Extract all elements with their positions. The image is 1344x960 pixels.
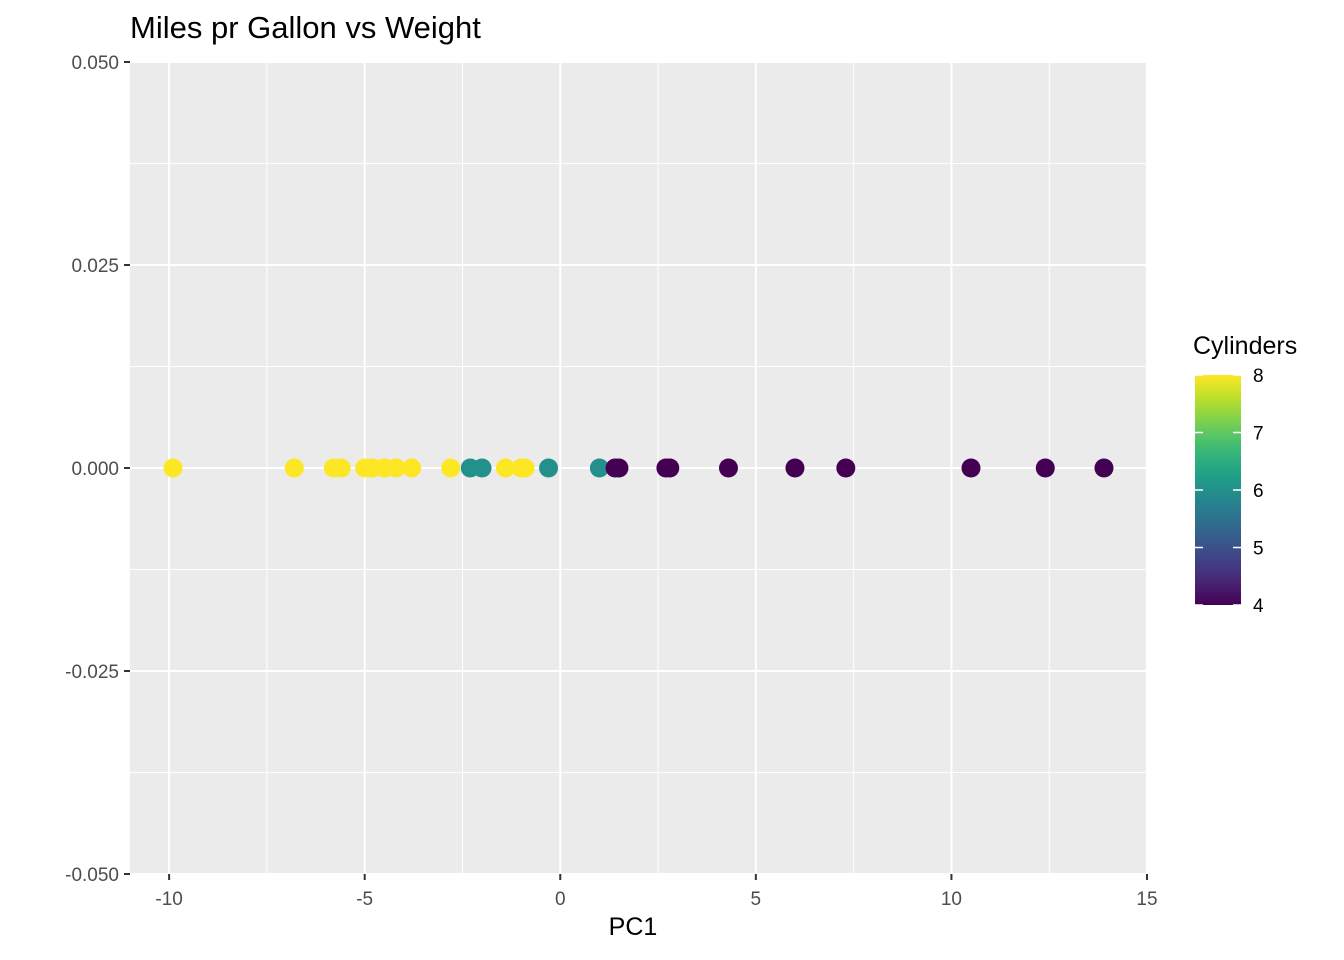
data-point (785, 458, 805, 478)
chart-title: Miles pr Gallon vs Weight (130, 10, 481, 45)
data-point (961, 458, 981, 478)
x-tick-label: 15 (1136, 889, 1157, 910)
data-point (402, 458, 422, 478)
data-point (660, 458, 680, 478)
legend-title: Cylinders (1193, 332, 1298, 360)
data-point (539, 458, 559, 478)
data-point (589, 458, 609, 478)
data-point (331, 458, 351, 478)
data-point (496, 458, 516, 478)
data-point (609, 458, 629, 478)
x-tick-label: -5 (356, 889, 373, 910)
x-tick-label: 5 (751, 889, 762, 910)
x-tick-label: 10 (941, 889, 962, 910)
data-point (284, 458, 304, 478)
x-tick-label: 0 (555, 889, 566, 910)
x-axis-title: PC1 (608, 913, 658, 941)
data-point (836, 458, 856, 478)
data-point (163, 458, 183, 478)
data-point (386, 458, 406, 478)
y-tick-label: 0.025 (71, 256, 119, 277)
data-point (1094, 458, 1114, 478)
y-tick-label: -0.050 (65, 865, 119, 886)
colorbar-tick-label: 4 (1253, 596, 1264, 617)
colorbar-tick-label: 7 (1253, 424, 1264, 445)
y-tick-label: 0.000 (71, 459, 119, 480)
colorbar-tick-label: 6 (1253, 481, 1264, 502)
data-point (515, 458, 535, 478)
colorbar-tick-label: 8 (1253, 366, 1264, 387)
x-tick-label: -10 (155, 889, 182, 910)
y-tick-label: -0.025 (65, 662, 119, 683)
data-point (1035, 458, 1055, 478)
data-point (718, 458, 738, 478)
data-point (441, 458, 461, 478)
data-point (472, 458, 492, 478)
colorbar-tick-label: 5 (1253, 539, 1264, 560)
y-tick-label: 0.050 (71, 53, 119, 74)
